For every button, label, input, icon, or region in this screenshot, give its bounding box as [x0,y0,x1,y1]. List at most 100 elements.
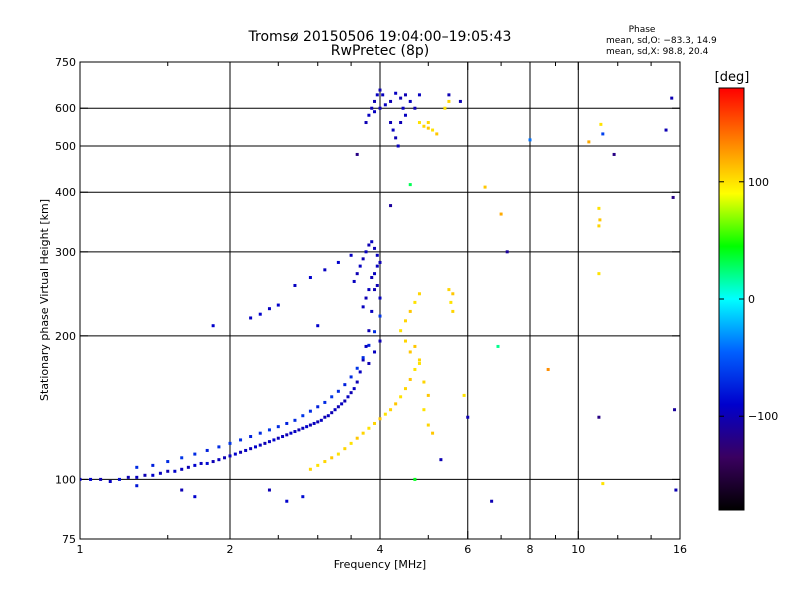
echo-point [308,276,312,280]
echo-point [673,408,677,412]
echo-point [355,380,359,384]
echo-point [361,431,365,435]
colorbar: [deg] 100 0 −100 [715,70,778,511]
echo-point [449,300,453,304]
echo-point [399,395,403,399]
echo-point [373,99,377,103]
echo-point [383,103,387,107]
echo-point [364,344,368,348]
y-tick-label: 75 [62,533,76,546]
echo-point [263,441,267,445]
echo-point [336,389,340,393]
echo-point [228,454,232,458]
echo-point [546,367,550,371]
echo-point [496,344,500,348]
plot-area [79,61,681,540]
echo-point [451,292,455,296]
echo-point [422,124,426,128]
echo-point [349,253,353,257]
echo-point [664,128,668,132]
echo-point [431,431,435,435]
echo-point [323,460,327,464]
echo-point [316,463,320,467]
echo-point [373,246,377,250]
echo-point [417,121,421,125]
echo-point [373,330,377,334]
echo-point [308,409,312,413]
echo-point [211,460,215,464]
y-tick-label: 100 [55,473,76,486]
y-tick-label: 200 [55,330,76,343]
echo-point [326,414,330,418]
y-tick-label: 500 [55,140,76,153]
echo-point [239,450,243,454]
phase-panel-o-stats: mean, sd,O: −83.3, 14.9 [606,36,717,46]
echo-point [378,314,382,318]
echo-point [166,469,170,473]
echo-point [361,257,365,261]
echo-point [323,415,327,419]
echo-point [367,426,371,430]
echo-point [367,361,371,365]
echo-point [431,128,435,132]
echo-point [352,387,356,391]
echo-point [367,243,371,247]
echo-point [373,272,377,276]
echo-point [180,456,184,460]
echo-point [375,253,379,257]
echo-point [239,438,243,442]
echo-point [346,395,350,399]
x-tick-label: 4 [377,543,384,556]
echo-point [403,113,407,117]
echo-point [293,418,297,422]
echo-point [199,461,203,465]
echo-point [408,183,412,187]
echo-point [361,305,365,309]
echo-point [413,300,417,304]
echo-point [426,121,430,125]
echo-point [135,465,139,469]
chart-subtitle: RwPretec (8p) [331,43,429,59]
echo-point [413,367,417,371]
echo-point [343,447,347,451]
echo-point [258,431,262,435]
echo-point [308,467,312,471]
phase-panel-x-stats: mean, sd,X: 98.8, 20.4 [606,47,709,57]
echo-point [173,469,177,473]
echo-point [358,370,362,374]
echo-point [403,319,407,323]
echo-point [355,152,359,156]
echo-point [267,440,271,444]
echo-point [358,264,362,268]
echo-point [373,350,377,354]
echo-point [355,272,359,276]
x-tick-label: 10 [571,543,585,556]
echo-point [490,499,494,503]
echo-point [435,132,439,136]
echo-point [394,136,398,140]
echo-point [367,343,371,347]
echo-point [370,106,374,110]
echo-point [599,122,603,126]
echo-point [293,283,297,287]
x-tick-label: 16 [673,543,687,556]
echo-point [349,441,353,445]
echo-point [391,128,395,132]
echo-point [597,224,601,228]
echo-point [205,448,209,452]
echo-point [413,477,417,481]
echo-point [364,296,368,300]
echo-point [343,399,347,403]
echo-point [352,279,356,283]
echo-point [403,93,407,97]
echo-point [249,316,253,320]
echo-point [401,106,405,110]
echo-point [249,435,253,439]
echo-point [378,296,382,300]
echo-point [378,339,382,343]
echo-point [276,436,280,440]
echo-point [117,477,121,481]
echo-point [364,121,368,125]
echo-point [447,99,451,103]
echo-point [483,185,487,189]
